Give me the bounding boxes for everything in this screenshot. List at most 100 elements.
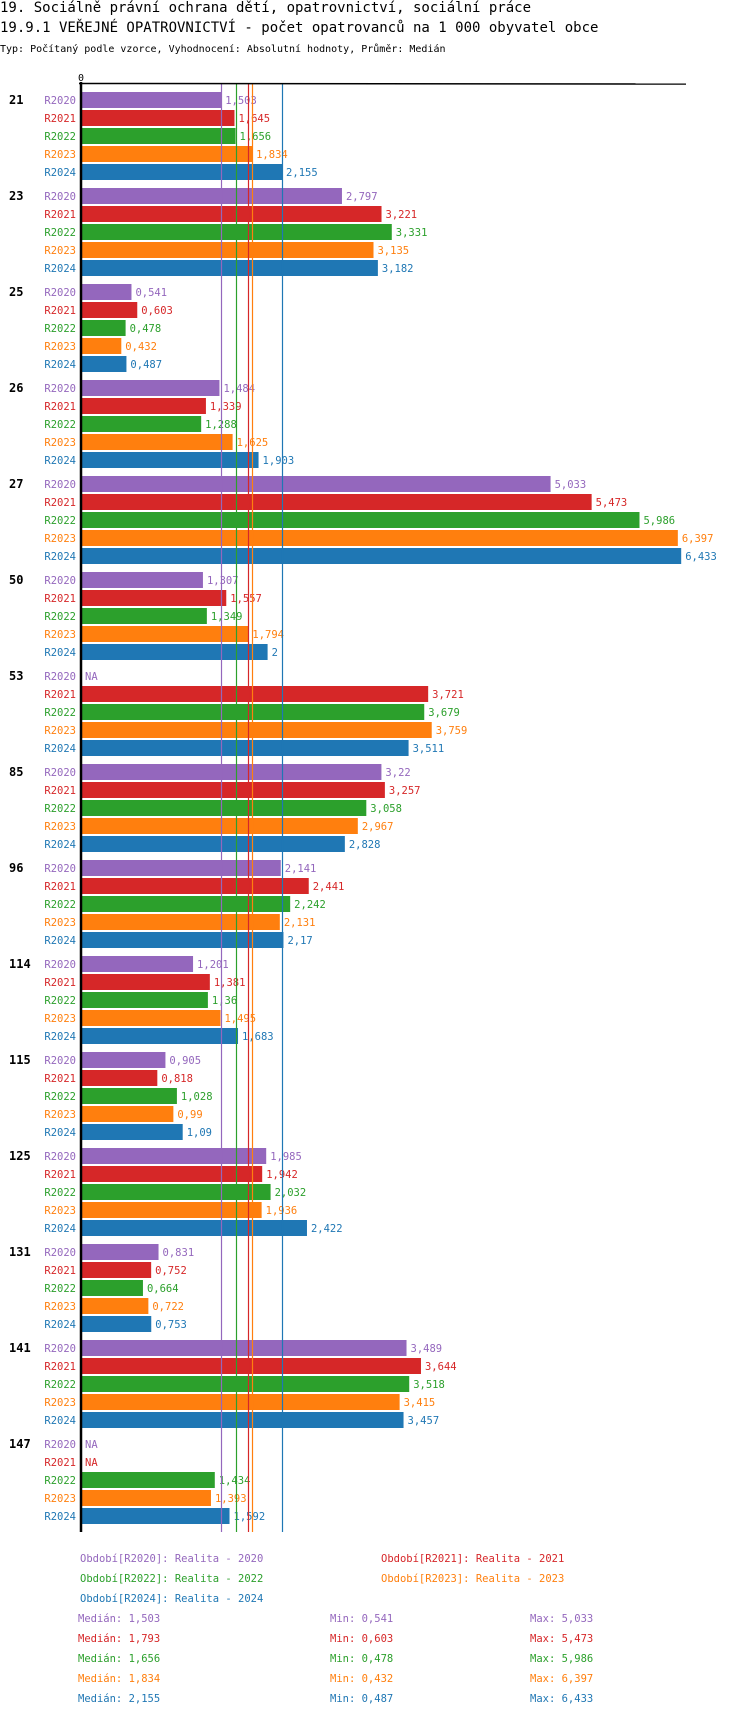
- data-label: 2,17: [287, 935, 312, 947]
- bar: [81, 1508, 230, 1524]
- data-label: 3,182: [382, 263, 414, 275]
- data-label: 1,936: [266, 1205, 298, 1217]
- series-row-label: R2023: [44, 917, 76, 929]
- data-label: 0,905: [169, 1055, 201, 1067]
- series-row-label: R2021: [44, 497, 76, 509]
- category-label: 85: [9, 765, 23, 779]
- chart-title: 19.9.1 VEŘEJNÉ OPATROVNICTVÍ - počet opa…: [0, 20, 599, 36]
- data-label: 0,752: [155, 1265, 187, 1277]
- bar: [81, 896, 291, 912]
- bar: [81, 338, 122, 354]
- bar: [81, 764, 382, 780]
- bar: [81, 992, 208, 1008]
- chart-section-title: 19. Sociálně právní ochrana dětí, opatro…: [0, 0, 532, 16]
- bar: [81, 128, 236, 144]
- series-row-label: R2022: [44, 995, 76, 1007]
- bar: [81, 1106, 174, 1122]
- data-label: 2,828: [349, 839, 381, 851]
- data-label: 2,797: [346, 191, 378, 203]
- legend-min: Min: 0,487: [330, 1693, 394, 1705]
- series-row-label: R2020: [44, 575, 76, 587]
- bar: [81, 302, 138, 318]
- bar: [81, 932, 284, 948]
- bar: [81, 1028, 239, 1044]
- legend-period-item: Období[R2023]: Realita - 2023: [381, 1573, 565, 1585]
- data-label: 6,397: [682, 533, 714, 545]
- bar: [81, 1472, 215, 1488]
- series-row-label: R2021: [44, 401, 76, 413]
- series-row-label: R2023: [44, 629, 76, 641]
- legend-median: Medián: 1,503: [78, 1613, 161, 1625]
- bar: [81, 476, 551, 492]
- series-row-label: R2020: [44, 1343, 76, 1355]
- bar: [81, 974, 210, 990]
- series-row-label: R2024: [44, 839, 76, 851]
- data-label: 1,201: [197, 959, 229, 971]
- series-row-label: R2023: [44, 245, 76, 257]
- chart-subtitle: Typ: Počítaný podle vzorce, Vyhodnocení:…: [0, 44, 446, 55]
- data-label: 1,09: [187, 1127, 212, 1139]
- bar: [81, 878, 309, 894]
- data-label: 1,656: [240, 131, 272, 143]
- bar: [81, 740, 409, 756]
- bar: [81, 1412, 404, 1428]
- series-row-label: R2020: [44, 959, 76, 971]
- data-label: 2,141: [285, 863, 317, 875]
- data-label: 0,487: [130, 359, 162, 371]
- data-label: 1,434: [219, 1475, 251, 1487]
- bar: [81, 1376, 410, 1392]
- category-label: 21: [9, 93, 23, 107]
- bar: [81, 206, 382, 222]
- bar: [81, 1088, 177, 1104]
- series-row-label: R2024: [44, 1319, 76, 1331]
- data-label: 1,339: [210, 401, 242, 413]
- series-row-label: R2023: [44, 437, 76, 449]
- legend-min: Min: 0,541: [330, 1613, 394, 1625]
- data-label: 2,967: [362, 821, 394, 833]
- bar: [81, 860, 281, 876]
- series-row-label: R2024: [44, 647, 76, 659]
- legend-min: Min: 0,432: [330, 1673, 394, 1685]
- series-row-label: R2020: [44, 1439, 76, 1451]
- category-label: 25: [9, 285, 23, 299]
- data-label: 3,518: [413, 1379, 445, 1391]
- series-row-label: R2023: [44, 725, 76, 737]
- legend-min: Min: 0,478: [330, 1653, 394, 1665]
- legend-median: Medián: 1,834: [78, 1673, 161, 1685]
- data-label: 1,484: [223, 383, 255, 395]
- legend-period-item: Období[R2020]: Realita - 2020: [80, 1553, 264, 1565]
- category-label: 26: [9, 381, 23, 395]
- series-row-label: R2022: [44, 227, 76, 239]
- bar: [81, 494, 592, 510]
- category-label: 115: [9, 1053, 31, 1067]
- series-row-label: R2024: [44, 1127, 76, 1139]
- data-label: 1,028: [181, 1091, 213, 1103]
- series-row-label: R2021: [44, 1457, 76, 1469]
- series-row-label: R2021: [44, 1169, 76, 1181]
- bar: [81, 1166, 263, 1182]
- bar: [81, 644, 268, 660]
- data-label: 3,759: [436, 725, 468, 737]
- bar: [81, 1280, 143, 1296]
- data-label: 3,058: [370, 803, 402, 815]
- data-label: 1,985: [270, 1151, 302, 1163]
- top-axis: [78, 82, 687, 85]
- series-row-label: R2020: [44, 287, 76, 299]
- data-label: 0,99: [177, 1109, 202, 1121]
- series-row-label: R2022: [44, 803, 76, 815]
- bar: [81, 626, 249, 642]
- legend-max: Max: 5,033: [530, 1613, 594, 1625]
- series-row-label: R2024: [44, 1031, 76, 1043]
- data-label: 0,541: [135, 287, 167, 299]
- data-label: 1,381: [214, 977, 246, 989]
- series-row-label: R2023: [44, 149, 76, 161]
- bar: [81, 1070, 158, 1086]
- series-row-label: R2021: [44, 689, 76, 701]
- bar: [81, 1490, 211, 1506]
- bar: [81, 1316, 152, 1332]
- series-row-label: R2024: [44, 455, 76, 467]
- data-label: 1,557: [230, 593, 262, 605]
- legend-max: Max: 6,397: [530, 1673, 594, 1685]
- bar: [81, 1184, 271, 1200]
